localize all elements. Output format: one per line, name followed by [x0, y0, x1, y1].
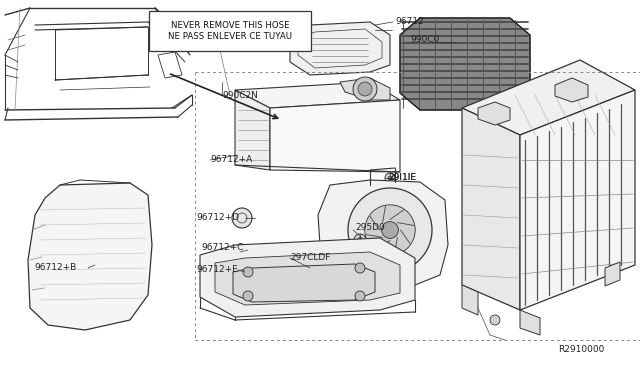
Circle shape: [388, 176, 392, 180]
Polygon shape: [555, 78, 588, 102]
Polygon shape: [28, 183, 152, 330]
Text: NEVER REMOVE THIS HOSE
NE PASS ENLEVER CE TUYAU: NEVER REMOVE THIS HOSE NE PASS ENLEVER C…: [168, 20, 292, 41]
Text: 96712+A: 96712+A: [210, 155, 252, 164]
Polygon shape: [200, 238, 415, 317]
Circle shape: [381, 222, 398, 238]
Text: 990C0: 990C0: [410, 35, 439, 45]
Circle shape: [365, 205, 415, 255]
Text: 295D0: 295D0: [355, 224, 385, 232]
Circle shape: [232, 208, 252, 228]
Text: 990C2N: 990C2N: [222, 90, 258, 99]
Polygon shape: [462, 60, 635, 135]
Circle shape: [354, 234, 366, 246]
Polygon shape: [235, 82, 400, 108]
Polygon shape: [233, 264, 375, 302]
Text: 96712+C: 96712+C: [201, 243, 243, 251]
Text: 96712: 96712: [395, 17, 424, 26]
Circle shape: [355, 263, 365, 273]
FancyBboxPatch shape: [149, 11, 311, 51]
Polygon shape: [520, 90, 635, 310]
Circle shape: [385, 173, 395, 183]
Polygon shape: [462, 108, 520, 310]
Polygon shape: [400, 18, 530, 110]
Circle shape: [353, 77, 377, 101]
Circle shape: [490, 315, 500, 325]
Circle shape: [358, 82, 372, 96]
Polygon shape: [215, 252, 400, 305]
Polygon shape: [478, 102, 510, 125]
Polygon shape: [340, 78, 390, 100]
Circle shape: [243, 267, 253, 277]
Polygon shape: [270, 100, 400, 172]
Circle shape: [348, 188, 432, 272]
Polygon shape: [462, 285, 478, 315]
Text: 29I1IE: 29I1IE: [388, 173, 416, 183]
Circle shape: [243, 291, 253, 301]
Polygon shape: [290, 22, 390, 75]
Polygon shape: [605, 262, 620, 286]
Circle shape: [358, 237, 362, 243]
Text: 96712+D: 96712+D: [196, 214, 239, 222]
Text: 96712+E: 96712+E: [196, 266, 237, 275]
Text: R2910000: R2910000: [558, 346, 604, 355]
Polygon shape: [235, 90, 270, 170]
Text: 96712+B: 96712+B: [34, 263, 76, 273]
Polygon shape: [520, 310, 540, 335]
Text: 297CLDF: 297CLDF: [290, 253, 330, 263]
Circle shape: [355, 291, 365, 301]
Polygon shape: [318, 180, 448, 285]
Text: 29I1IE: 29I1IE: [388, 173, 416, 183]
